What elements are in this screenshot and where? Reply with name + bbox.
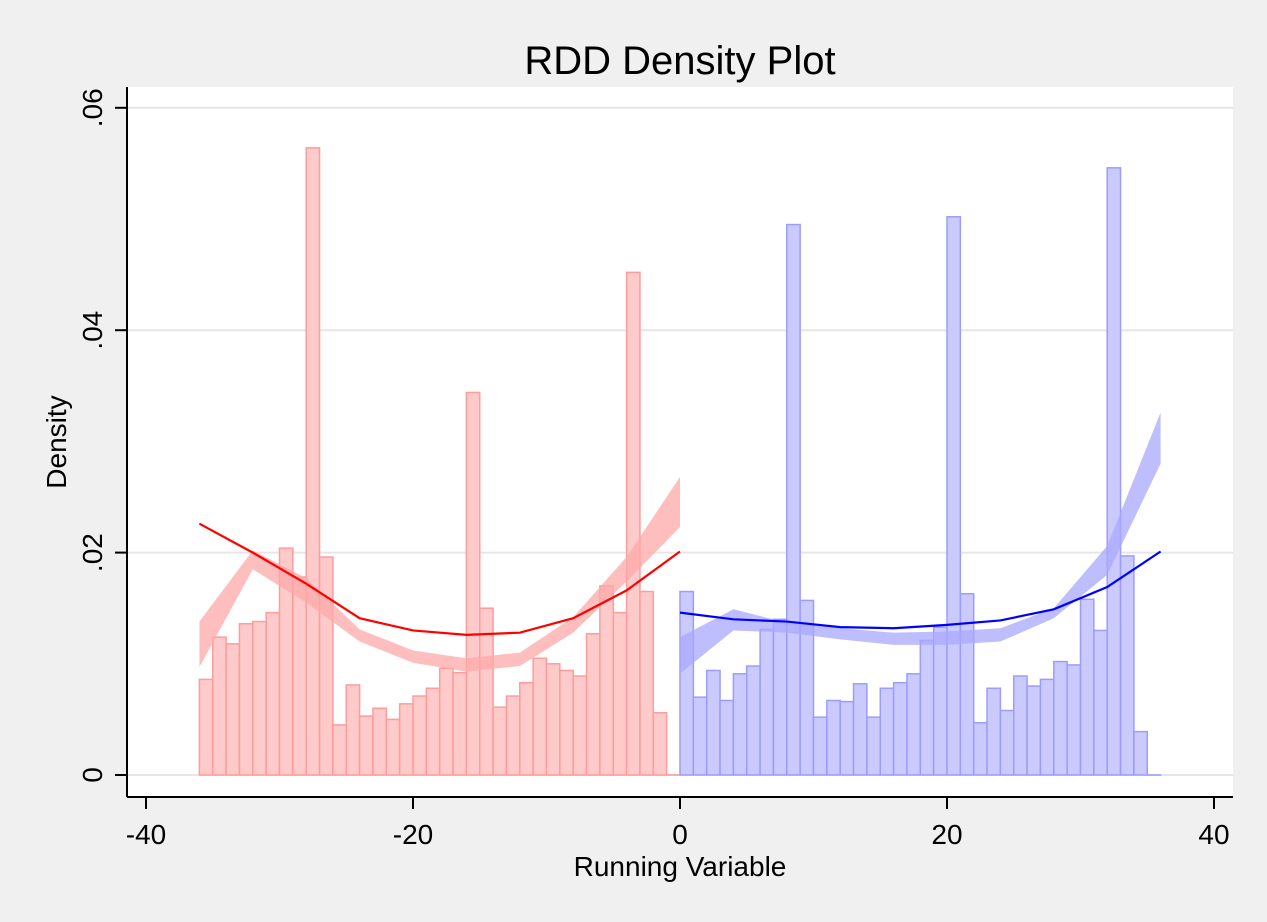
right-histogram-bar — [1013, 675, 1028, 776]
y-tick-label: 0 — [77, 767, 108, 783]
right-histogram-bar — [932, 626, 948, 776]
left-histogram-bar — [252, 620, 267, 776]
left-histogram-bar — [198, 678, 214, 776]
left-histogram-bar — [358, 715, 374, 776]
x-tick-label: -20 — [393, 819, 433, 850]
left-histogram-bar — [238, 623, 254, 776]
x-tick-label: 40 — [1198, 819, 1229, 850]
left-histogram-bar — [225, 643, 241, 776]
right-histogram-bar — [1053, 660, 1068, 776]
right-histogram-bar — [732, 673, 748, 776]
right-histogram-bar — [879, 687, 895, 776]
left-histogram-bar — [332, 724, 347, 776]
tick-labels: -40 -20 0 20 40 0 .02 .04 .06 — [77, 88, 1230, 850]
right-histogram-bar — [1039, 678, 1055, 776]
left-histogram-bar — [345, 684, 361, 776]
y-tick-label: .02 — [77, 533, 108, 572]
right-histogram-bar — [826, 699, 841, 776]
right-histogram-bar — [1133, 730, 1149, 776]
left-histogram-bar — [585, 633, 601, 776]
y-tick-label: .06 — [77, 88, 108, 127]
right-histogram-bar — [1119, 555, 1135, 776]
left-histogram-bar — [265, 611, 281, 776]
left-histogram-bar — [438, 667, 454, 776]
left-histogram-bar — [452, 671, 468, 776]
right-histogram-bar — [959, 592, 975, 776]
right-histogram-bar — [1106, 167, 1122, 776]
left-histogram-bar — [425, 687, 441, 776]
right-histogram-bar — [1093, 629, 1108, 776]
left-histogram-bar — [465, 391, 481, 776]
right-histogram-bar — [986, 687, 1002, 776]
fit-lines — [198, 522, 1162, 636]
right-histogram-bar — [999, 709, 1015, 776]
right-histogram-bar — [786, 223, 801, 776]
right-histogram-bar — [839, 700, 855, 776]
right-histogram-bar — [892, 681, 908, 776]
right-histogram-bar — [692, 696, 708, 776]
left-histogram-bar — [639, 590, 655, 776]
right-histogram-bar — [1026, 685, 1042, 776]
left-confidence-band — [199, 476, 680, 672]
left-histogram-bar — [505, 695, 521, 776]
left-histogram-bar — [599, 585, 615, 776]
right-histogram-bar — [759, 628, 775, 776]
left-histogram-bar — [318, 556, 334, 776]
left-histogram-bar — [652, 711, 668, 776]
left-histogram-bar — [572, 675, 588, 776]
right-histogram-bar — [719, 699, 735, 776]
left-histogram-bar — [625, 271, 641, 776]
right-histogram-bar — [772, 618, 788, 776]
left-histogram-bar — [305, 147, 321, 776]
x-tick-label: 20 — [931, 819, 962, 850]
left-histogram-bar — [559, 669, 574, 776]
right-histogram-bar — [972, 721, 988, 776]
y-axis-label: Density — [41, 395, 72, 488]
x-tick-label: -40 — [126, 819, 166, 850]
right-histogram-bar — [679, 590, 695, 776]
left-histogram-bar — [412, 695, 428, 776]
left-histogram-bar — [492, 706, 508, 776]
right-histogram-bar — [1066, 664, 1082, 776]
right-histogram-bar — [812, 716, 828, 776]
right-histogram-bar — [852, 683, 868, 776]
x-axis-label: Running Variable — [574, 851, 787, 882]
left-histogram-bar — [519, 681, 534, 776]
left-histogram-bar — [292, 576, 307, 776]
left-histogram-bar — [612, 611, 628, 776]
left-histogram-bar — [532, 657, 548, 776]
right-histogram-bar — [705, 669, 721, 776]
chart-title: RDD Density Plot — [524, 39, 835, 83]
right-histogram-bar — [906, 673, 922, 776]
confidence-bands — [199, 412, 1161, 674]
left-fit-line — [198, 522, 681, 636]
right-histogram-bar — [1079, 598, 1095, 776]
right-histogram-bar — [799, 599, 815, 776]
left-histogram-bar — [479, 607, 494, 776]
left-histogram-bar — [372, 707, 388, 776]
x-tick-label: 0 — [672, 819, 688, 850]
right-histogram-bar — [866, 716, 882, 776]
left-histogram-bar — [545, 663, 561, 776]
right-fit-line — [679, 550, 1162, 630]
right-histogram-bar — [919, 639, 935, 776]
right-histogram-bar — [946, 216, 962, 776]
left-histogram-bar — [398, 703, 414, 776]
left-histogram-bar — [212, 636, 227, 776]
y-tick-label: .04 — [77, 311, 108, 350]
left-histogram-bar — [385, 718, 401, 776]
right-histogram-bar — [746, 665, 761, 776]
